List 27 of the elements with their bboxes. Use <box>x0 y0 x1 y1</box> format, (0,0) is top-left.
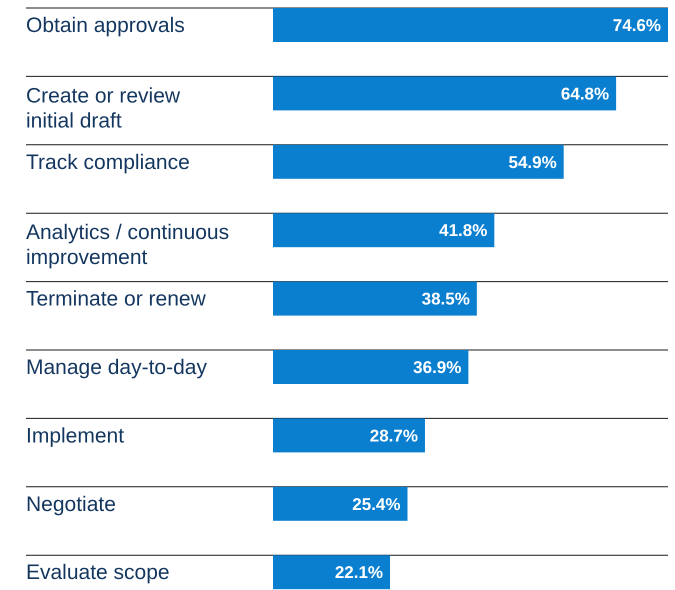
bar <box>273 8 668 42</box>
bar <box>273 350 468 384</box>
data-label: 41.8% <box>439 221 488 240</box>
y-tick-label: Implement <box>26 424 124 448</box>
bar <box>273 76 616 110</box>
data-label: 38.5% <box>422 290 470 309</box>
bar <box>273 213 494 248</box>
y-tick-label: Terminate or renew <box>26 288 207 311</box>
data-label: 22.1% <box>334 563 384 582</box>
y-tick-label: Obtain approvals <box>26 14 185 37</box>
data-label: 74.6% <box>612 16 661 35</box>
data-label: 25.4% <box>352 494 400 514</box>
bar <box>273 144 564 179</box>
data-label: 64.8% <box>560 84 610 104</box>
y-tick-label: Negotiate <box>26 492 116 516</box>
y-tick-label: Analytics / continuous improvement <box>26 221 230 270</box>
y-tick-label: Track compliance <box>26 150 190 174</box>
data-label: 28.7% <box>370 426 418 446</box>
bar <box>273 418 425 452</box>
bar <box>273 282 477 316</box>
y-tick-label: Manage day-to-day <box>26 356 208 379</box>
bar <box>273 555 390 590</box>
data-label: 54.9% <box>508 152 557 172</box>
y-tick-label: Create or review initial draft <box>26 84 181 132</box>
data-label: 36.9% <box>413 358 462 377</box>
y-tick-label: Evaluate scope <box>26 561 170 584</box>
bar <box>273 486 408 521</box>
